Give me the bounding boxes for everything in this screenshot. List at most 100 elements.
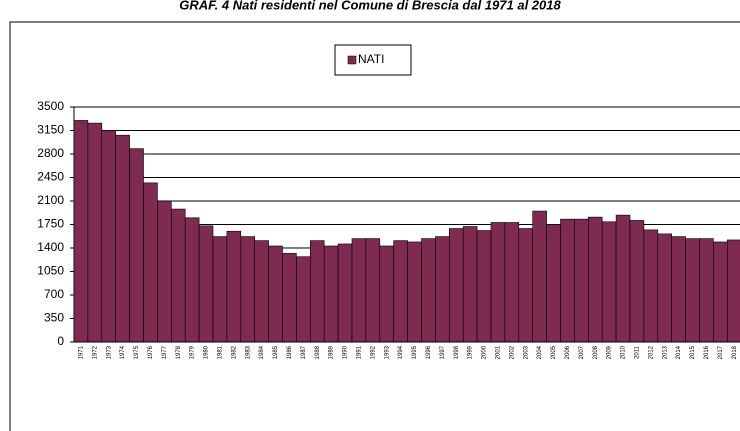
bar — [101, 130, 117, 343]
bar — [226, 230, 242, 343]
bar — [685, 238, 700, 343]
x-tick-label: 2004 — [537, 345, 543, 359]
bar — [726, 239, 740, 343]
x-tick-label: 1983 — [245, 345, 251, 359]
x-tick-label: 1992 — [370, 345, 376, 359]
x-tick-label: 1978 — [176, 345, 182, 359]
x-tick-label: 2013 — [662, 345, 668, 359]
x-tick-label: 1987 — [301, 345, 307, 359]
x-tick-label: 2006 — [565, 345, 571, 359]
bar — [198, 225, 214, 343]
x-tick-label: 1975 — [134, 345, 140, 359]
bar — [157, 200, 172, 343]
x-tick-label: 2008 — [593, 345, 599, 359]
bar — [143, 182, 158, 343]
legend-label: NATI — [358, 52, 384, 66]
bar — [671, 236, 686, 343]
x-tick-label: 2016 — [704, 345, 710, 359]
bar — [73, 120, 89, 343]
x-tick-label: 2011 — [635, 345, 641, 359]
bar — [435, 236, 450, 343]
y-tick-label: 3500 — [37, 99, 64, 113]
x-tick-label: 2018 — [732, 345, 738, 359]
bar — [379, 245, 394, 343]
bar — [115, 134, 130, 343]
x-tick-label: 1982 — [231, 345, 237, 359]
x-tick-label: 2000 — [482, 345, 488, 359]
x-tick-label: 2010 — [621, 345, 627, 359]
x-tick-label: 2005 — [551, 345, 557, 359]
x-tick-label: 1971 — [79, 345, 85, 359]
bar — [212, 236, 228, 343]
x-tick-label: 1991 — [357, 345, 363, 359]
bar — [323, 245, 339, 343]
y-tick-label: 1400 — [37, 240, 64, 254]
legend-swatch — [347, 55, 357, 65]
x-tick-label: 1985 — [273, 345, 279, 359]
x-tick-label: 1973 — [106, 345, 112, 359]
x-tick-label: 2002 — [509, 345, 515, 359]
x-tick-label: 1995 — [412, 345, 418, 359]
bar — [546, 224, 561, 343]
x-tick-label: 1974 — [120, 345, 126, 359]
bar — [87, 122, 103, 343]
bar — [448, 228, 464, 343]
y-tick-label: 350 — [44, 311, 64, 325]
bar — [615, 214, 631, 343]
bar — [504, 222, 520, 343]
bar — [629, 220, 645, 343]
legend-box — [334, 44, 412, 76]
bar — [129, 148, 144, 343]
x-tick-label: 1972 — [92, 345, 98, 359]
y-tick-label: 2100 — [37, 193, 64, 207]
chart-title: GRAF. 4 Nati residenti nel Comune di Bre… — [179, 0, 561, 12]
bar — [601, 221, 617, 343]
bar — [699, 238, 714, 343]
bar — [254, 240, 269, 343]
bar — [407, 241, 422, 343]
y-tick-label: 700 — [44, 287, 64, 301]
bar — [657, 233, 672, 343]
x-tick-label: 1986 — [287, 345, 293, 359]
x-tick-label: 2012 — [648, 345, 654, 359]
x-tick-label: 2007 — [579, 345, 585, 359]
x-tick-label: 1979 — [190, 345, 196, 359]
x-tick-label: 1977 — [162, 345, 168, 359]
bar — [337, 243, 353, 343]
x-tick-label: 1981 — [218, 345, 224, 359]
y-tick-label: 3150 — [37, 123, 64, 137]
x-tick-label: 2009 — [607, 345, 613, 359]
bar — [365, 238, 381, 343]
y-tick-label: 0 — [57, 334, 64, 348]
x-tick-label: 2001 — [496, 345, 502, 359]
bar — [268, 245, 283, 343]
y-tick-label: 1050 — [37, 264, 64, 278]
x-tick-label: 2014 — [676, 345, 682, 359]
x-tick-label: 2017 — [718, 345, 724, 359]
bar — [643, 229, 659, 343]
bar — [393, 240, 408, 343]
bar — [462, 226, 478, 343]
x-tick-label: 1988 — [315, 345, 321, 359]
bar — [171, 208, 186, 343]
bar — [351, 238, 367, 343]
bar — [490, 222, 506, 343]
bar — [309, 240, 325, 343]
bar — [476, 230, 492, 343]
bar — [518, 228, 533, 343]
bar — [713, 241, 728, 343]
x-tick-label: 1996 — [426, 345, 432, 359]
y-tick-label: 2450 — [37, 170, 64, 184]
bar — [296, 256, 311, 343]
bar — [184, 217, 200, 343]
x-tick-label: 1989 — [329, 345, 335, 359]
bar — [240, 236, 256, 343]
bar — [532, 210, 547, 343]
bar — [560, 218, 575, 343]
x-tick-label: 1980 — [204, 345, 210, 359]
x-tick-label: 1998 — [454, 345, 460, 359]
bar — [587, 216, 603, 343]
bar — [282, 253, 297, 343]
x-tick-label: 1984 — [259, 345, 265, 359]
